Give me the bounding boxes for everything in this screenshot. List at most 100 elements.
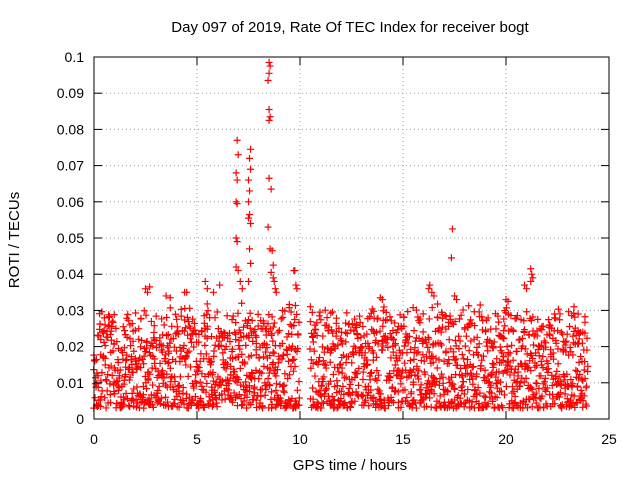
data-point xyxy=(164,331,172,339)
data-point xyxy=(414,372,422,380)
data-point xyxy=(279,314,287,322)
data-point xyxy=(268,313,276,321)
data-point xyxy=(473,370,481,378)
data-point xyxy=(105,313,113,321)
data-point xyxy=(404,308,412,316)
y-tick-label: 0.08 xyxy=(57,121,84,137)
data-point xyxy=(558,404,566,412)
data-point xyxy=(114,359,122,367)
data-point xyxy=(142,348,150,356)
data-point xyxy=(388,383,396,391)
data-point xyxy=(219,349,227,357)
data-point xyxy=(234,151,242,159)
data-point xyxy=(112,324,120,332)
x-tick-label: 20 xyxy=(498,431,514,447)
data-point xyxy=(533,380,541,388)
data-point xyxy=(452,355,460,363)
data-point xyxy=(326,358,334,366)
data-point xyxy=(527,317,535,325)
data-point xyxy=(364,382,372,390)
data-point xyxy=(538,392,546,400)
data-point xyxy=(104,371,112,379)
data-point xyxy=(411,344,419,352)
data-point xyxy=(574,374,582,382)
data-point xyxy=(164,398,172,406)
data-point xyxy=(493,384,501,392)
data-point xyxy=(291,362,299,370)
data-point xyxy=(223,312,231,320)
data-point xyxy=(225,329,233,337)
data-point xyxy=(447,399,455,407)
data-point xyxy=(150,336,158,344)
data-point xyxy=(413,362,421,370)
data-point xyxy=(407,390,415,398)
data-point xyxy=(225,377,233,385)
data-point xyxy=(458,351,466,359)
data-point xyxy=(214,382,222,390)
data-point xyxy=(167,374,175,382)
data-point xyxy=(489,397,497,405)
data-point xyxy=(239,323,247,331)
data-point xyxy=(476,389,484,397)
data-point xyxy=(274,328,282,336)
data-point xyxy=(528,385,536,393)
data-point xyxy=(122,390,130,398)
data-point xyxy=(288,330,296,338)
data-point xyxy=(563,330,571,338)
data-point xyxy=(201,341,209,349)
data-point xyxy=(538,326,546,334)
data-point xyxy=(139,391,147,399)
data-point xyxy=(416,315,424,323)
data-point xyxy=(146,283,154,291)
data-point xyxy=(233,176,241,184)
data-point xyxy=(115,374,123,382)
data-point xyxy=(471,322,479,330)
data-point xyxy=(323,314,331,322)
data-point xyxy=(365,402,373,410)
data-point xyxy=(349,348,357,356)
data-point xyxy=(270,349,278,357)
data-point xyxy=(445,359,453,367)
data-point xyxy=(430,390,438,398)
data-point xyxy=(241,360,249,368)
data-point xyxy=(160,321,168,329)
data-point xyxy=(166,339,174,347)
data-point xyxy=(509,356,517,364)
data-point xyxy=(476,301,484,309)
data-point xyxy=(207,357,215,365)
data-point xyxy=(480,392,488,400)
data-point xyxy=(189,315,197,323)
data-point xyxy=(220,328,228,336)
data-point xyxy=(456,394,464,402)
data-point xyxy=(552,339,560,347)
data-point xyxy=(229,312,237,320)
data-point xyxy=(581,329,589,337)
data-point xyxy=(529,354,537,362)
data-point xyxy=(425,335,433,343)
data-point xyxy=(415,367,423,375)
data-point xyxy=(289,356,297,364)
data-point xyxy=(246,309,254,317)
data-point xyxy=(375,371,383,379)
data-point xyxy=(232,394,240,402)
data-point xyxy=(293,310,301,318)
data-point xyxy=(527,367,535,375)
data-point xyxy=(573,399,581,407)
data-point xyxy=(228,316,236,324)
data-point xyxy=(337,337,345,345)
data-point xyxy=(216,281,224,289)
data-point xyxy=(272,387,280,395)
data-point xyxy=(107,336,115,344)
data-point xyxy=(169,334,177,342)
data-point xyxy=(246,187,254,195)
data-point xyxy=(234,267,242,275)
data-point xyxy=(535,352,543,360)
data-point xyxy=(267,388,275,396)
data-point xyxy=(184,318,192,326)
data-point xyxy=(432,404,440,412)
data-point xyxy=(191,326,199,334)
data-point xyxy=(442,349,450,357)
data-point xyxy=(425,315,433,323)
data-point xyxy=(128,320,136,328)
data-point xyxy=(258,369,266,377)
